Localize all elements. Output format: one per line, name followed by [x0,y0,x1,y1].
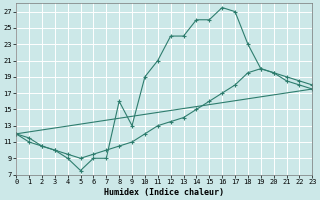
X-axis label: Humidex (Indice chaleur): Humidex (Indice chaleur) [104,188,224,197]
